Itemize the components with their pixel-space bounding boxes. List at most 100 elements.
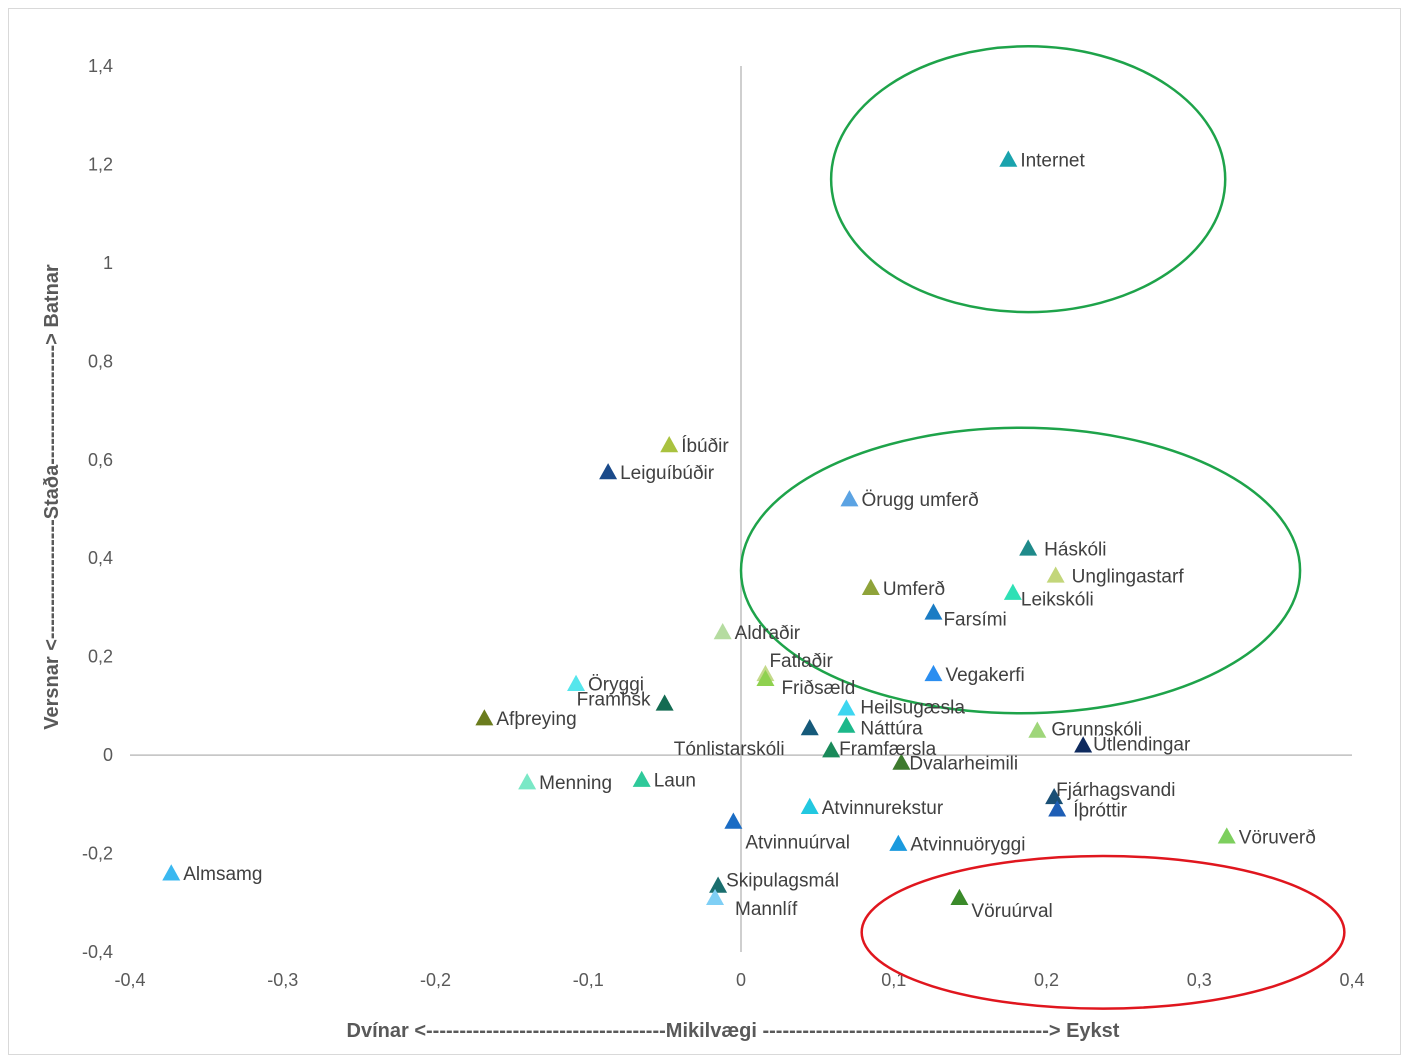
y-axis-title: Versnar <------------------Staða--------… <box>41 264 63 730</box>
y-tick-labels: -0,4 -0,2 0 0,2 0,4 0,6 0,8 1 1,2 1,4 <box>82 56 113 962</box>
y-tick-label: 1,2 <box>88 154 113 174</box>
point-label: Útlendingar <box>1093 733 1191 755</box>
data-point <box>1074 736 1093 753</box>
data-point <box>1019 539 1038 556</box>
data-point <box>1045 787 1064 805</box>
data-point <box>709 876 728 893</box>
axes <box>130 66 1352 952</box>
point-label: Mannlíf <box>735 899 798 920</box>
point-label: Aldraðir <box>735 623 801 644</box>
y-tick-label: -0,4 <box>82 942 113 962</box>
data-point <box>840 490 859 507</box>
data-point <box>892 753 911 770</box>
point-label: Framfærsla <box>839 739 937 760</box>
x-tick-label: -0,3 <box>267 970 298 990</box>
x-axis-title: Dvínar <--------------------------------… <box>347 1020 1120 1042</box>
point-label: Laun <box>654 771 696 792</box>
point-label: Leikskóli <box>1021 590 1094 611</box>
data-point <box>889 834 908 851</box>
y-tick-label: 1,4 <box>88 56 113 76</box>
point-label: Grunnskóli <box>1051 720 1142 741</box>
y-tick-label: 0,4 <box>88 548 113 568</box>
point-label: Internet <box>1020 151 1085 172</box>
data-point <box>1046 566 1065 583</box>
point-label: Afþreying <box>496 709 576 730</box>
point-label: Öryggi <box>588 675 644 696</box>
x-tick-label: 0,1 <box>881 970 906 990</box>
point-label: Íþróttir <box>1073 800 1128 821</box>
point-labels: Internet Íbúðir Leiguíbúðir Örugg umferð Hás… <box>183 151 1316 922</box>
point-label: Tónlistarskóli <box>674 739 785 760</box>
chart-frame <box>8 8 1401 1055</box>
point-label: Vöruúrval <box>971 901 1052 922</box>
data-point <box>837 699 856 716</box>
point-label: Náttúra <box>860 719 923 740</box>
x-tick-label: 0,3 <box>1187 970 1212 990</box>
point-label: Farsími <box>943 609 1006 630</box>
point-label: Menning <box>539 773 612 794</box>
x-tick-label: 0,4 <box>1339 970 1364 990</box>
point-label: Umferð <box>883 579 945 600</box>
x-tick-label: -0,2 <box>420 970 451 990</box>
x-tick-label: -0,1 <box>573 970 604 990</box>
highlight-ellipse <box>829 45 1227 314</box>
data-point <box>1003 583 1022 600</box>
point-label: Fatlaðir <box>769 651 833 672</box>
data-point <box>800 797 819 814</box>
highlight-ellipse <box>739 426 1302 715</box>
y-tick-label: 0,8 <box>88 351 113 371</box>
data-point <box>599 463 618 480</box>
data-point <box>567 674 586 691</box>
point-label: Skipulagsmál <box>726 871 839 892</box>
data-point <box>1028 721 1047 738</box>
y-tick-label: 1 <box>103 253 113 273</box>
point-label: Íbúðir <box>681 436 729 457</box>
data-point <box>924 664 943 682</box>
point-label: Friðsæld <box>781 678 855 699</box>
x-tick-label: 0 <box>736 970 746 990</box>
data-point <box>706 888 725 906</box>
point-label: Fjárhagsvandi <box>1056 780 1175 801</box>
data-point <box>655 694 674 711</box>
data-point <box>800 719 819 736</box>
data-point <box>837 716 856 733</box>
data-point <box>632 770 651 787</box>
point-label: Unglingastarf <box>1072 566 1185 587</box>
data-point <box>999 150 1018 167</box>
data-point <box>1048 800 1067 817</box>
point-label: Vegakerfi <box>945 665 1024 686</box>
data-point <box>713 623 732 640</box>
data-point <box>861 578 880 595</box>
data-point <box>950 888 969 906</box>
point-label: Dvalarheimili <box>909 753 1018 774</box>
data-point <box>660 436 679 453</box>
point-label: Heilsugæsla <box>860 697 965 718</box>
point-label: Leiguíbúðir <box>620 463 715 484</box>
point-label: Vöruverð <box>1239 827 1316 848</box>
data-point <box>1217 827 1236 844</box>
point-label: Framhsk <box>577 689 651 710</box>
y-tick-label: 0,6 <box>88 450 113 470</box>
data-point <box>475 709 494 726</box>
data-point <box>924 603 943 620</box>
highlight-ellipse <box>860 854 1346 1010</box>
data-point <box>518 773 537 790</box>
point-label: Atvinnurekstur <box>822 798 944 819</box>
data-point <box>162 864 181 881</box>
data-point <box>756 669 775 687</box>
point-label: Atvinnuöryggi <box>910 835 1025 856</box>
point-label: Örugg umferð <box>861 490 978 511</box>
highlight-ellipses <box>739 45 1346 1010</box>
point-label: Almsamg <box>183 864 262 885</box>
y-tick-label: -0,2 <box>82 844 113 864</box>
x-tick-labels: -0,4 -0,3 -0,2 -0,1 0 0,1 0,2 0,3 0,4 <box>114 970 1364 990</box>
point-label: Háskóli <box>1044 539 1106 560</box>
y-tick-label: 0,2 <box>88 647 113 667</box>
data-point <box>822 741 841 758</box>
x-tick-label: 0,2 <box>1034 970 1059 990</box>
y-tick-label: 0 <box>103 745 113 765</box>
x-tick-label: -0,4 <box>114 970 145 990</box>
data-points <box>162 150 1236 906</box>
data-point <box>724 812 743 829</box>
